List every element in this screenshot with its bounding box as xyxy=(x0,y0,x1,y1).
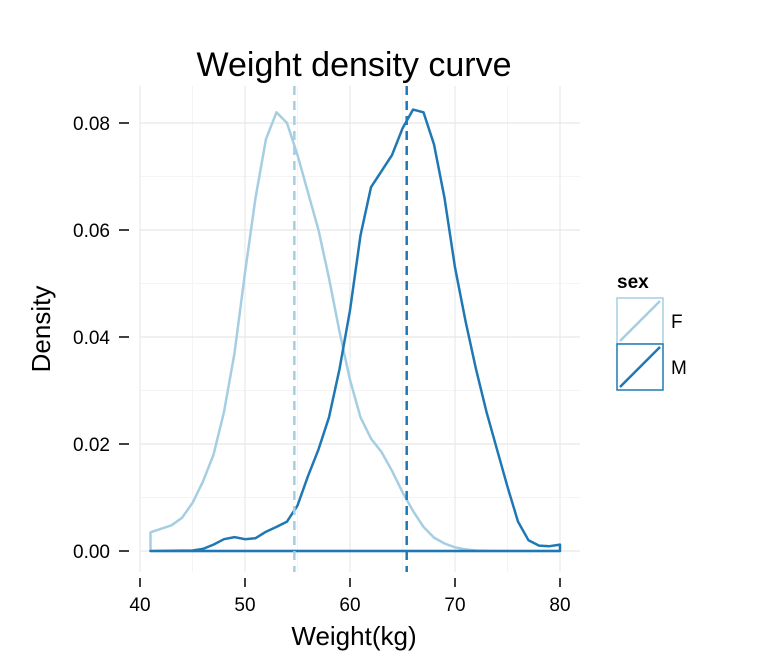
x-tick-label: 50 xyxy=(234,595,255,616)
x-tick-label: 60 xyxy=(339,595,360,616)
y-tick-label: 0.06 xyxy=(73,221,110,242)
y-tick-label: 0.00 xyxy=(73,542,110,563)
y-axis: 0.00 0.02 0.04 0.06 0.08 xyxy=(73,114,129,563)
density-curve-F xyxy=(149,111,562,553)
x-tick-label: 80 xyxy=(549,595,570,616)
x-axis: 40 50 60 70 80 xyxy=(129,578,571,616)
legend-label-F: F xyxy=(671,312,683,333)
y-tick-label: 0.02 xyxy=(73,435,110,456)
mean-lines xyxy=(293,86,408,572)
legend-key-line-F xyxy=(619,300,661,342)
density-curve-M xyxy=(149,108,562,553)
y-tick-label: 0.08 xyxy=(73,114,110,135)
x-tick-label: 70 xyxy=(444,595,465,616)
x-tick-label: 40 xyxy=(129,595,150,616)
legend: sex F M xyxy=(616,272,687,391)
chart-title: Weight density curve xyxy=(197,46,512,84)
legend-key-line-M xyxy=(619,346,661,388)
grid-major xyxy=(139,86,580,572)
y-tick-label: 0.04 xyxy=(73,328,110,349)
legend-label-M: M xyxy=(671,358,687,379)
y-axis-title: Density xyxy=(26,286,56,373)
x-axis-title: Weight(kg) xyxy=(291,621,416,651)
legend-title: sex xyxy=(617,272,649,293)
density-curves xyxy=(149,108,562,553)
grid-minor xyxy=(140,86,580,572)
